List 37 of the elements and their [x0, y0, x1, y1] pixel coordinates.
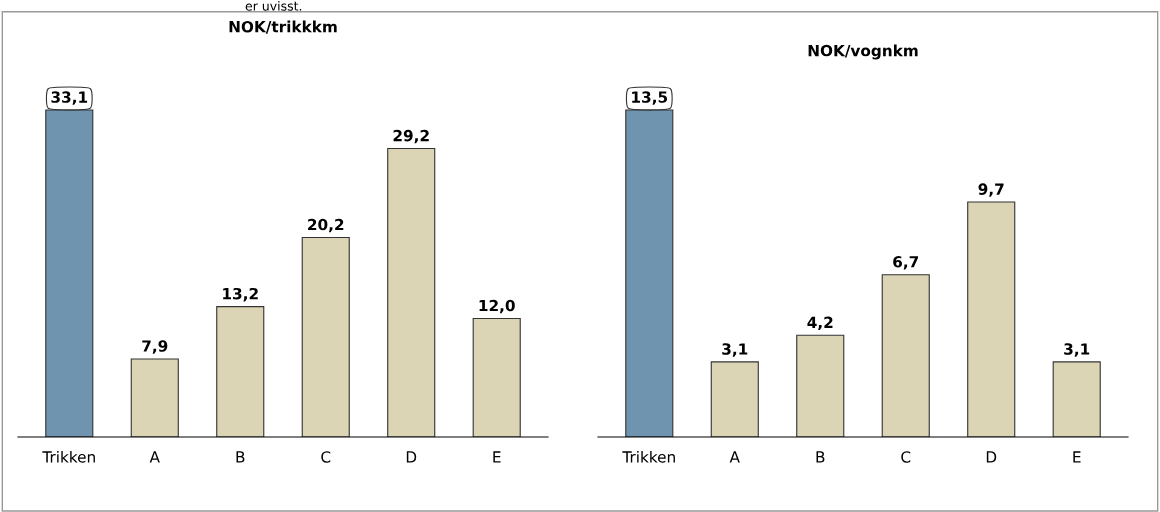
- bar: [387, 147, 436, 437]
- x-tick-label: D: [406, 451, 417, 463]
- bar: [710, 361, 759, 437]
- data-label: 13,5: [632, 91, 668, 105]
- bar: [301, 236, 350, 437]
- bar: [881, 274, 930, 437]
- x-tick-label: Trikken: [42, 450, 95, 463]
- data-label: 29,2: [393, 129, 429, 144]
- bar: [796, 334, 845, 437]
- bar: [1052, 361, 1101, 437]
- data-label: 33,1: [51, 91, 88, 105]
- x-tick-label: B: [236, 451, 245, 463]
- x-tick-label: B: [816, 451, 825, 463]
- data-label: 4,2: [807, 316, 833, 331]
- x-tick-label: Trikken: [622, 450, 675, 463]
- data-label: 9,7: [978, 183, 1004, 197]
- text: er uvisst.: [245, 1, 302, 11]
- x-tick-label: A: [729, 451, 740, 463]
- data-label: 20,2: [308, 218, 344, 233]
- data-label: 3,1: [722, 343, 748, 357]
- x-tick-label: C: [321, 451, 331, 463]
- bar: [472, 317, 521, 437]
- x-tick-label: E: [1073, 451, 1081, 463]
- data-label: 3,1: [1064, 343, 1090, 357]
- bar: [130, 358, 179, 437]
- x-tick-label: D: [986, 451, 997, 463]
- bar: [967, 201, 1016, 437]
- bar: [216, 306, 265, 437]
- data-label: 12,0: [479, 299, 515, 314]
- chart-title: NOK/trikkkm: [229, 20, 337, 34]
- data-label: 13,2: [223, 287, 258, 302]
- data-label: 7,9: [142, 340, 168, 354]
- x-tick-label: A: [149, 451, 160, 463]
- data-label: 6,7: [893, 256, 919, 270]
- x-tick-label: C: [901, 451, 911, 463]
- chart-title: NOK/vognkm: [808, 44, 918, 60]
- x-tick-label: E: [493, 451, 501, 463]
